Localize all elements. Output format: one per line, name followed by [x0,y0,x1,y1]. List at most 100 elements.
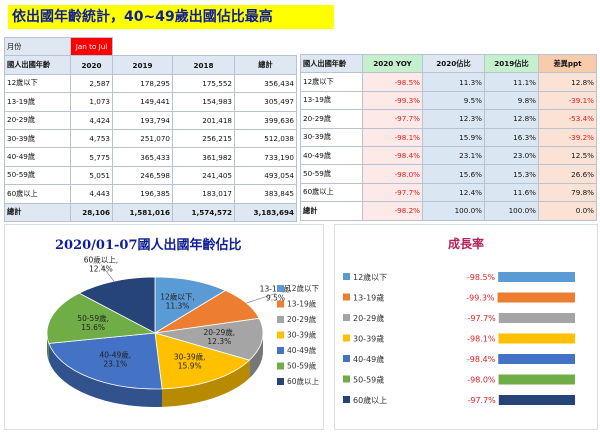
total-cell: -98.2% [362,201,423,221]
legend-swatch [343,334,350,342]
table-cell: 399,636 [234,110,297,130]
row-label: 40-49歲 [4,147,71,167]
category-label: 12歲以下 [353,272,387,282]
col-header: 國人出國年齡 [300,53,363,74]
data-label: -97.7% [467,314,496,323]
table-cell: 11.3% [422,72,485,92]
row-label: 20-29歲 [300,109,363,129]
row-label: 12歲以下 [4,73,71,94]
col-header: 2020 YOY [362,53,423,74]
row-label: 40-49歲 [300,145,363,166]
table-cell: 12.5% [538,145,597,166]
legend-swatch [277,316,284,323]
pie-leader-line [100,264,115,282]
table-cell: 183,017 [172,184,235,204]
row-label: 13-19歲 [300,90,363,111]
bar [498,374,575,385]
data-label: -98.4% [467,355,496,364]
table-row: 50-59歲 -98.0% 15.6% 15.3% 26.6% [300,164,597,184]
pie-slice-side [249,333,263,379]
legend-label: 50-59歲 [287,361,317,371]
table-cell: 361,982 [172,147,235,167]
table-row: 40-49歲 -98.4% 23.1% 23.0% 12.5% [300,145,597,166]
category-label: 13-19歲 [353,293,384,303]
table-cell: 9.8% [484,90,539,111]
total-cell: 1,581,016 [112,202,173,222]
table-row: 30-39歲 -98.1% 15.9% 16.3% -39.2% [300,127,597,147]
pie-slice-side [162,360,250,407]
table-cell: 2,587 [70,73,113,94]
table-cell: 241,405 [172,165,235,186]
share-table: 國人出國年齡 2020 YOY 2020佔比 2019佔比 差異ppt 12歲以下 -98… [300,53,597,221]
table-cell: -98.4% [362,145,423,166]
table-cell: -98.1% [362,127,423,147]
bar [498,395,575,405]
table-row: 13-19歲 -99.3% 9.5% 9.8% -39.1% [300,90,597,111]
month-label: 月份 [4,36,71,57]
legend-label: 30-39歲 [287,330,317,340]
bar [498,313,575,323]
row-label: 30-39歲 [4,128,71,149]
table-cell: 16.3% [484,127,539,147]
table-row: 40-49歲 5,775 365,433 361,982 733,190 [4,147,297,167]
table-row: 12歲以下 -98.5% 11.3% 11.1% 12.8% [300,72,597,92]
pie-data-label: 20-29歲, 12.3% [203,327,235,346]
table-cell: -39.2% [538,127,597,147]
col-header: 2019佔比 [484,53,539,74]
category-label: 40-49歲 [353,354,384,364]
col-header: 國人出國年齡 [4,55,71,75]
data-label: -99.3% [466,294,495,303]
table-cell: 154,983 [172,92,235,112]
table-cell: 12.3% [422,109,485,129]
bar [498,333,575,344]
table-cell: -98.5% [362,72,423,92]
data-label: -98.5% [467,273,496,282]
table-cell: 356,434 [234,73,297,94]
col-header: 2020佔比 [422,53,485,74]
table-cell: 1,073 [70,92,113,112]
table-cell: 383,845 [234,184,297,204]
total-cell: 1,574,572 [172,202,235,222]
table-cell: 12.8% [538,72,597,92]
total-cell: 3,183,694 [234,202,297,222]
pie-slice [154,332,251,390]
bar [498,354,575,364]
total-cell: 28,106 [70,202,113,222]
row-label: 13-19歲 [4,92,71,112]
row-label: 50-59歲 [300,164,363,184]
table-row: 12歲以下 2,587 178,295 175,552 356,434 [4,73,297,94]
col-header: 2019 [112,55,173,75]
pie-data-label: 12歲以下, 11.3% [160,291,194,310]
table-cell: 4,424 [70,110,113,130]
row-label: 30-39歲 [300,127,363,147]
pie-chart-panel: 2020/01-07國人出國年齡佔比 12歲以下, 11.3% 13-19歲, 9.5… [4,224,324,430]
legend-label: 13-19歲 [287,299,317,309]
total-cell: 總計 [4,202,71,222]
legend-swatch [277,331,284,339]
data-label: -98.0% [467,376,496,385]
table-cell: 246,598 [112,165,173,186]
table-cell: 26.6% [538,164,597,184]
table-cell: 5,051 [70,165,113,186]
table-cell: 12.4% [422,182,485,203]
table-cell: 178,295 [112,73,173,94]
table-cell: 365,433 [112,147,173,167]
legend-label: 40-49歲 [287,345,317,355]
legend-label: 60歲以上 [287,376,320,386]
bar-chart: 12歲以下 -98.5% 13-19歲 -99.3% 20-29歲 -97.7% 30-39… [343,272,575,405]
pie-data-label: 60歲以上, 12.4% [84,255,118,274]
pie-chart-title: 2020/01-07國人出國年齡佔比 [55,238,242,253]
row-label: 50-59歲 [4,165,71,186]
table-cell: -99.3% [362,90,423,111]
category-label: 50-59歲 [353,375,384,385]
legend-swatch [343,273,350,280]
pie-leader-line [246,293,276,304]
col-header: 2018 [172,55,235,75]
col-header: 差異ppt [538,53,597,74]
row-label: 12歲以下 [300,72,363,92]
pie-slice [154,317,264,361]
legend-swatch [343,375,350,383]
pie-slice [48,332,163,390]
category-label: 30-39歲 [353,334,384,344]
table-cell: 733,190 [234,147,297,167]
